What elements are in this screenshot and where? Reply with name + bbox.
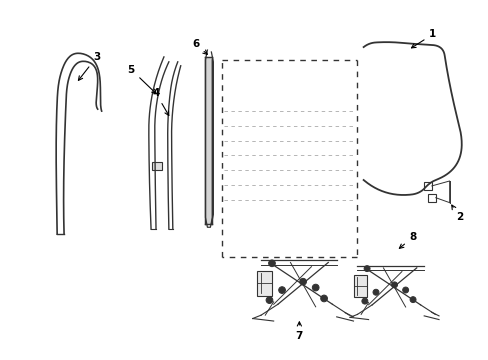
Bar	[256, 271, 271, 296]
Circle shape	[361, 298, 367, 304]
Text: 4: 4	[152, 88, 168, 116]
Polygon shape	[205, 57, 212, 224]
Circle shape	[391, 282, 397, 288]
FancyBboxPatch shape	[152, 162, 162, 170]
Circle shape	[364, 266, 369, 271]
Text: 6: 6	[192, 39, 207, 54]
Bar	[353, 275, 366, 297]
Circle shape	[299, 278, 306, 285]
Circle shape	[268, 260, 275, 267]
Text: 3: 3	[78, 52, 100, 80]
Text: 8: 8	[399, 232, 416, 248]
Text: 2: 2	[451, 205, 462, 222]
Bar	[423, 182, 431, 190]
Text: 7: 7	[295, 322, 303, 341]
Text: 5: 5	[127, 65, 156, 94]
Circle shape	[372, 289, 378, 295]
Circle shape	[409, 297, 415, 302]
Text: 1: 1	[411, 29, 436, 48]
Bar	[427, 194, 435, 202]
Circle shape	[278, 287, 285, 293]
Circle shape	[312, 284, 318, 291]
Circle shape	[402, 287, 408, 293]
Circle shape	[265, 297, 272, 303]
Circle shape	[320, 295, 327, 302]
